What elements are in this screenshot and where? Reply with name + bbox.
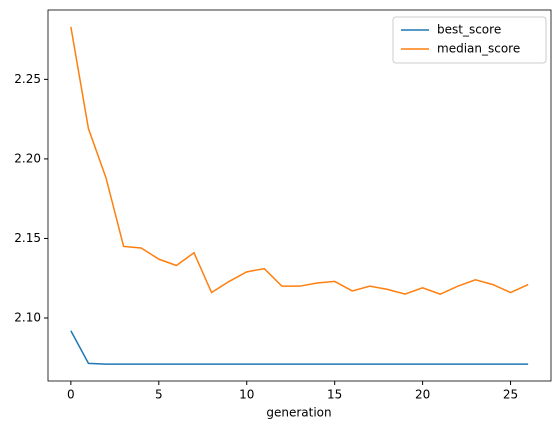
y-tick-label: 2.15: [14, 231, 41, 245]
y-tick-label: 2.10: [14, 311, 41, 325]
line: [70, 26, 529, 295]
x-tick-label: 25: [503, 388, 518, 402]
legend-label: median_score: [437, 42, 520, 56]
x-tick-label: 0: [67, 388, 75, 402]
legend-label: best_score: [437, 23, 501, 37]
y-tick-label: 2.20: [14, 151, 41, 165]
x-tick-label: 10: [239, 388, 254, 402]
plot-frame: [47, 9, 552, 382]
y-tick-label: 2.25: [14, 72, 41, 86]
x-tick-label: 20: [415, 388, 430, 402]
x-tick-label: 15: [327, 388, 342, 402]
x-tick-label: 5: [155, 388, 163, 402]
x-axis-label: generation: [266, 406, 331, 420]
legend-box: [392, 16, 547, 64]
line: [70, 330, 529, 365]
